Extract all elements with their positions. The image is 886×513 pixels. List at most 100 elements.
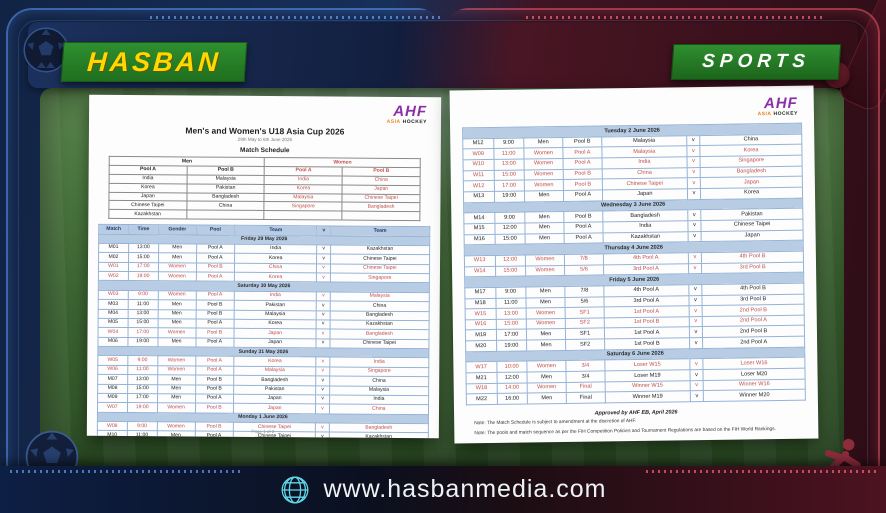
match-cell: Pool A <box>196 272 235 282</box>
match-cell: M01 <box>98 243 129 253</box>
dotted-lights-footer-right <box>646 470 876 473</box>
match-cell: Korea <box>233 319 317 330</box>
match-cell: Pool B <box>563 211 603 223</box>
match-cell: 13:00 <box>493 158 525 171</box>
match-cell: Pool B <box>196 262 235 273</box>
match-cell: v <box>687 231 702 242</box>
match-cell: Pool B <box>562 136 602 148</box>
dotted-lights-footer-left <box>10 470 240 473</box>
match-cell: SF1 <box>565 307 605 319</box>
match-cell: v <box>687 220 702 232</box>
pool-team-cell <box>342 211 420 221</box>
match-cell: v <box>689 358 704 370</box>
pool-team-cell <box>186 210 265 220</box>
hasban-logo-text: HASBAN <box>86 46 222 77</box>
match-cell: v <box>688 252 702 264</box>
match-cell: Men <box>525 286 565 298</box>
match-cell: Pool A <box>563 221 604 234</box>
ahf-logo-mark: AHF <box>763 94 798 113</box>
match-cell: 15:00 <box>495 265 526 277</box>
schedule-page-2: AHF ASIA HOCKEY Tuesday 2 June 2026 M12 9:0… <box>449 85 819 444</box>
match-cell: 15:00 <box>494 233 526 245</box>
match-cell: Korea <box>234 272 317 283</box>
match-cell: Men <box>525 296 566 309</box>
match-cell: 19:00 <box>493 190 525 203</box>
match-cell: Pool B <box>195 384 234 395</box>
match-cell: W10 <box>463 159 494 171</box>
match-cell: v <box>316 300 330 311</box>
match-cell: v <box>686 145 701 157</box>
match-cell: 15:00 <box>493 169 525 181</box>
match-cell: M03 <box>98 299 129 310</box>
match-cell: M17 <box>464 287 496 299</box>
match-cell: v <box>316 310 330 320</box>
match-cell: 15:00 <box>495 318 527 330</box>
match-cell: v <box>316 338 330 348</box>
match-cell: 19:00 <box>127 402 158 413</box>
match-cell: W15 <box>465 308 496 320</box>
match-cell: Men <box>525 233 565 245</box>
match-cell: Pool A <box>195 356 234 367</box>
match-cell: Men <box>524 190 564 202</box>
match-cell: 17:00 <box>495 329 527 341</box>
ahf-logo-subtext: ASIA HOCKEY <box>387 118 428 126</box>
match-cell: v <box>315 404 330 414</box>
match-cell: 7/8 <box>564 253 604 266</box>
match-cell: M20 <box>465 340 497 352</box>
ahf-logo-subtext: ASIA HOCKEY <box>758 111 798 118</box>
schedule-table-page2-container: Tuesday 2 June 2026 M12 9:00 Men Pool B Malay… <box>462 123 806 406</box>
match-cell: 16:00 <box>496 393 528 405</box>
match-cell: Pool B <box>563 168 603 180</box>
match-cell: W01 <box>98 261 129 272</box>
match-cell: 17:00 <box>128 262 159 272</box>
match-cell: Men <box>526 328 566 341</box>
match-cell: Japan <box>233 403 316 414</box>
match-cell: Women <box>157 290 196 301</box>
match-cell: Women <box>523 147 563 159</box>
match-cell: Men <box>526 371 567 383</box>
match-cell: v <box>689 327 703 338</box>
match-cell: v <box>316 319 330 330</box>
match-cell: W05 <box>97 355 128 366</box>
hasban-logo: HASBAN <box>60 42 248 82</box>
match-cell: v <box>316 329 330 339</box>
schedule-page-1: AHF ASIA HOCKEY Men's and Women's U18 Asi… <box>86 94 442 439</box>
match-cell: v <box>316 357 330 367</box>
match-cell: M15 <box>463 223 495 235</box>
match-cell: W09 <box>462 148 494 160</box>
schedule-column-header: Team <box>234 225 318 236</box>
match-cell: Women <box>157 356 196 366</box>
match-cell: v <box>316 375 330 386</box>
match-cell: v <box>689 390 704 402</box>
ahf-logo: AHF ASIA HOCKEY <box>462 94 798 122</box>
match-cell: 5/6 <box>564 264 604 276</box>
sports-logo: SPORTS <box>670 44 842 80</box>
schedule-table: Tuesday 2 June 2026 M12 9:00 Men Pool B Malay… <box>462 123 806 406</box>
match-cell: Women <box>525 254 565 266</box>
match-cell: v <box>688 295 703 306</box>
match-cell: 12:00 <box>494 254 526 266</box>
match-cell: 3/4 <box>565 371 606 383</box>
match-cell: Pool B <box>195 328 234 338</box>
match-cell: W18 <box>466 383 497 395</box>
schedule-table-page1-container: Match Time Gender Pool Team v Team Friday 29 Ma… <box>97 224 431 439</box>
match-cell: v <box>316 366 330 377</box>
match-cell: Women <box>524 179 564 191</box>
match-cell: Men <box>157 337 196 348</box>
match-cell: Pakistan <box>233 384 317 395</box>
match-cell: Men <box>158 253 197 263</box>
match-cell: Women <box>524 158 564 170</box>
match-cell: Men <box>523 137 563 149</box>
match-cell: v <box>688 316 703 328</box>
match-cell: India <box>233 291 317 301</box>
match-cell: M12 <box>462 138 494 150</box>
match-cell: Pakistan <box>233 300 317 311</box>
match-cell: 13:00 <box>495 308 527 320</box>
match-cell: Women <box>525 265 565 277</box>
match-cell: Winner M19 <box>605 391 691 403</box>
match-cell: Men <box>524 211 564 223</box>
pools-table: Men Women Pool A Pool B Pool A Pool B In… <box>108 156 421 221</box>
pool-team-cell <box>264 210 343 221</box>
ahf-hockey-text: HOCKEY <box>402 118 428 126</box>
